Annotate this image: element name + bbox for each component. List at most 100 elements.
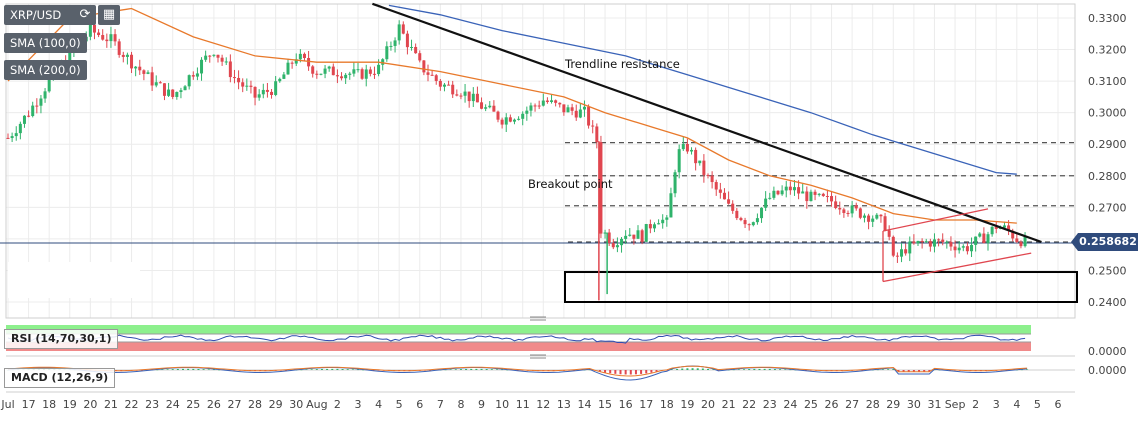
x-tick-label: 22: [125, 398, 139, 411]
macd-histogram-bar: [351, 369, 354, 370]
candle-body: [418, 53, 422, 61]
candle-body: [451, 84, 455, 95]
trendline-resistance: [372, 2, 1042, 244]
candle-body: [739, 218, 743, 221]
rsi-panel: 0.0000: [6, 325, 1127, 358]
x-tick-label: 2: [972, 398, 979, 411]
blank-panel: [8, 262, 140, 298]
x-tick-label: 29: [886, 398, 900, 411]
candle-body: [389, 45, 393, 47]
macd-histogram-bar: [789, 369, 792, 371]
candle-body: [113, 34, 117, 42]
macd-histogram-bar: [948, 370, 951, 371]
candle-body: [780, 190, 784, 195]
macd-histogram-bar: [444, 369, 447, 371]
candle-body: [471, 93, 475, 102]
x-tick-label: 21: [104, 398, 118, 411]
candle-body: [253, 86, 257, 98]
candle-body: [743, 220, 747, 225]
macd-histogram-bar: [918, 370, 921, 372]
macd-histogram-bar: [192, 368, 195, 370]
candle-body: [228, 61, 232, 78]
macd-histogram-bar: [161, 369, 164, 370]
candle-body: [887, 230, 891, 237]
candle-body: [714, 182, 718, 190]
candle-body: [315, 73, 319, 75]
candle-body: [965, 246, 969, 252]
macd-histogram-bar: [804, 370, 807, 371]
candle-body: [438, 80, 442, 87]
candle-body: [665, 217, 669, 220]
macd-histogram-bar: [655, 370, 658, 372]
candle-body: [352, 69, 356, 74]
x-tick-label: 5: [396, 398, 403, 411]
candle-body: [537, 105, 541, 107]
candle-body: [813, 191, 817, 195]
candle-body: [953, 246, 957, 251]
x-tick-label: 18: [42, 398, 56, 411]
candle-body: [690, 149, 694, 152]
candle-body: [504, 117, 508, 125]
macd-histogram-bar: [449, 369, 452, 370]
candle-body: [961, 246, 965, 248]
candle-body: [615, 245, 619, 248]
candle-body: [1002, 225, 1006, 228]
current-price-badge: 0.258682: [1071, 233, 1138, 251]
macd-histogram-bar: [1005, 370, 1008, 371]
x-tick-label: 27: [227, 398, 241, 411]
candle-body: [372, 73, 376, 75]
x-tick-label: 20: [83, 398, 97, 411]
macd-label[interactable]: MACD (12,26,9): [4, 368, 116, 388]
candle-body: [220, 57, 224, 62]
candle-body: [216, 54, 220, 58]
candle-body: [562, 104, 566, 113]
candle-body: [817, 193, 821, 195]
pair-label[interactable]: XRP/USD: [4, 5, 82, 25]
candle-body: [574, 110, 578, 118]
macd-histogram-bar: [640, 370, 643, 374]
candle-body: [842, 209, 846, 213]
candle-body: [447, 84, 451, 86]
refresh-icon[interactable]: ⟳: [74, 5, 96, 25]
candle-body: [183, 86, 187, 91]
candle-body: [587, 106, 591, 126]
macd-histogram-bar: [650, 370, 653, 373]
candle-body: [517, 118, 521, 120]
sma100-line: [7, 7, 1017, 224]
macd-histogram-bar: [341, 369, 344, 370]
macd-signal-line: [7, 365, 1028, 377]
candle-body: [706, 174, 710, 176]
candle-body: [545, 100, 549, 102]
macd-histogram-bar: [876, 369, 879, 371]
candle-body: [31, 105, 35, 117]
candles: [6, 20, 1027, 301]
macd-histogram-bar: [753, 368, 756, 370]
candle-body: [978, 233, 982, 237]
calendar-icon[interactable]: ▦: [98, 5, 120, 25]
candle-body: [14, 133, 18, 137]
macd-histogram-bar: [346, 369, 349, 370]
macd-histogram-bar: [495, 369, 498, 370]
candle-body: [381, 59, 385, 65]
y-tick-label: 0.2900: [1088, 138, 1127, 151]
candle-body: [27, 115, 31, 117]
candle-body: [858, 208, 862, 218]
x-tick-label: 13: [557, 398, 571, 411]
candle-body: [298, 53, 302, 60]
rsi-label[interactable]: RSI (14,70,30,1): [4, 329, 119, 349]
x-tick-label: 10: [495, 398, 509, 411]
candle-body: [871, 218, 875, 222]
macd-histogram-bar: [629, 370, 632, 375]
candle-body: [875, 214, 879, 219]
candle-body: [854, 205, 858, 209]
sma200-label[interactable]: SMA (200,0): [4, 60, 87, 80]
annotation-trendline: Trendline resistance: [564, 57, 680, 71]
macd-panel: 0.0000: [6, 364, 1127, 393]
candle-body: [768, 197, 772, 199]
candle-body: [434, 75, 438, 81]
candle-body: [850, 205, 854, 214]
sma100-label[interactable]: SMA (100,0): [4, 33, 87, 53]
candle-body: [521, 113, 525, 119]
candle-body: [1019, 241, 1023, 247]
candle-body: [731, 203, 735, 211]
